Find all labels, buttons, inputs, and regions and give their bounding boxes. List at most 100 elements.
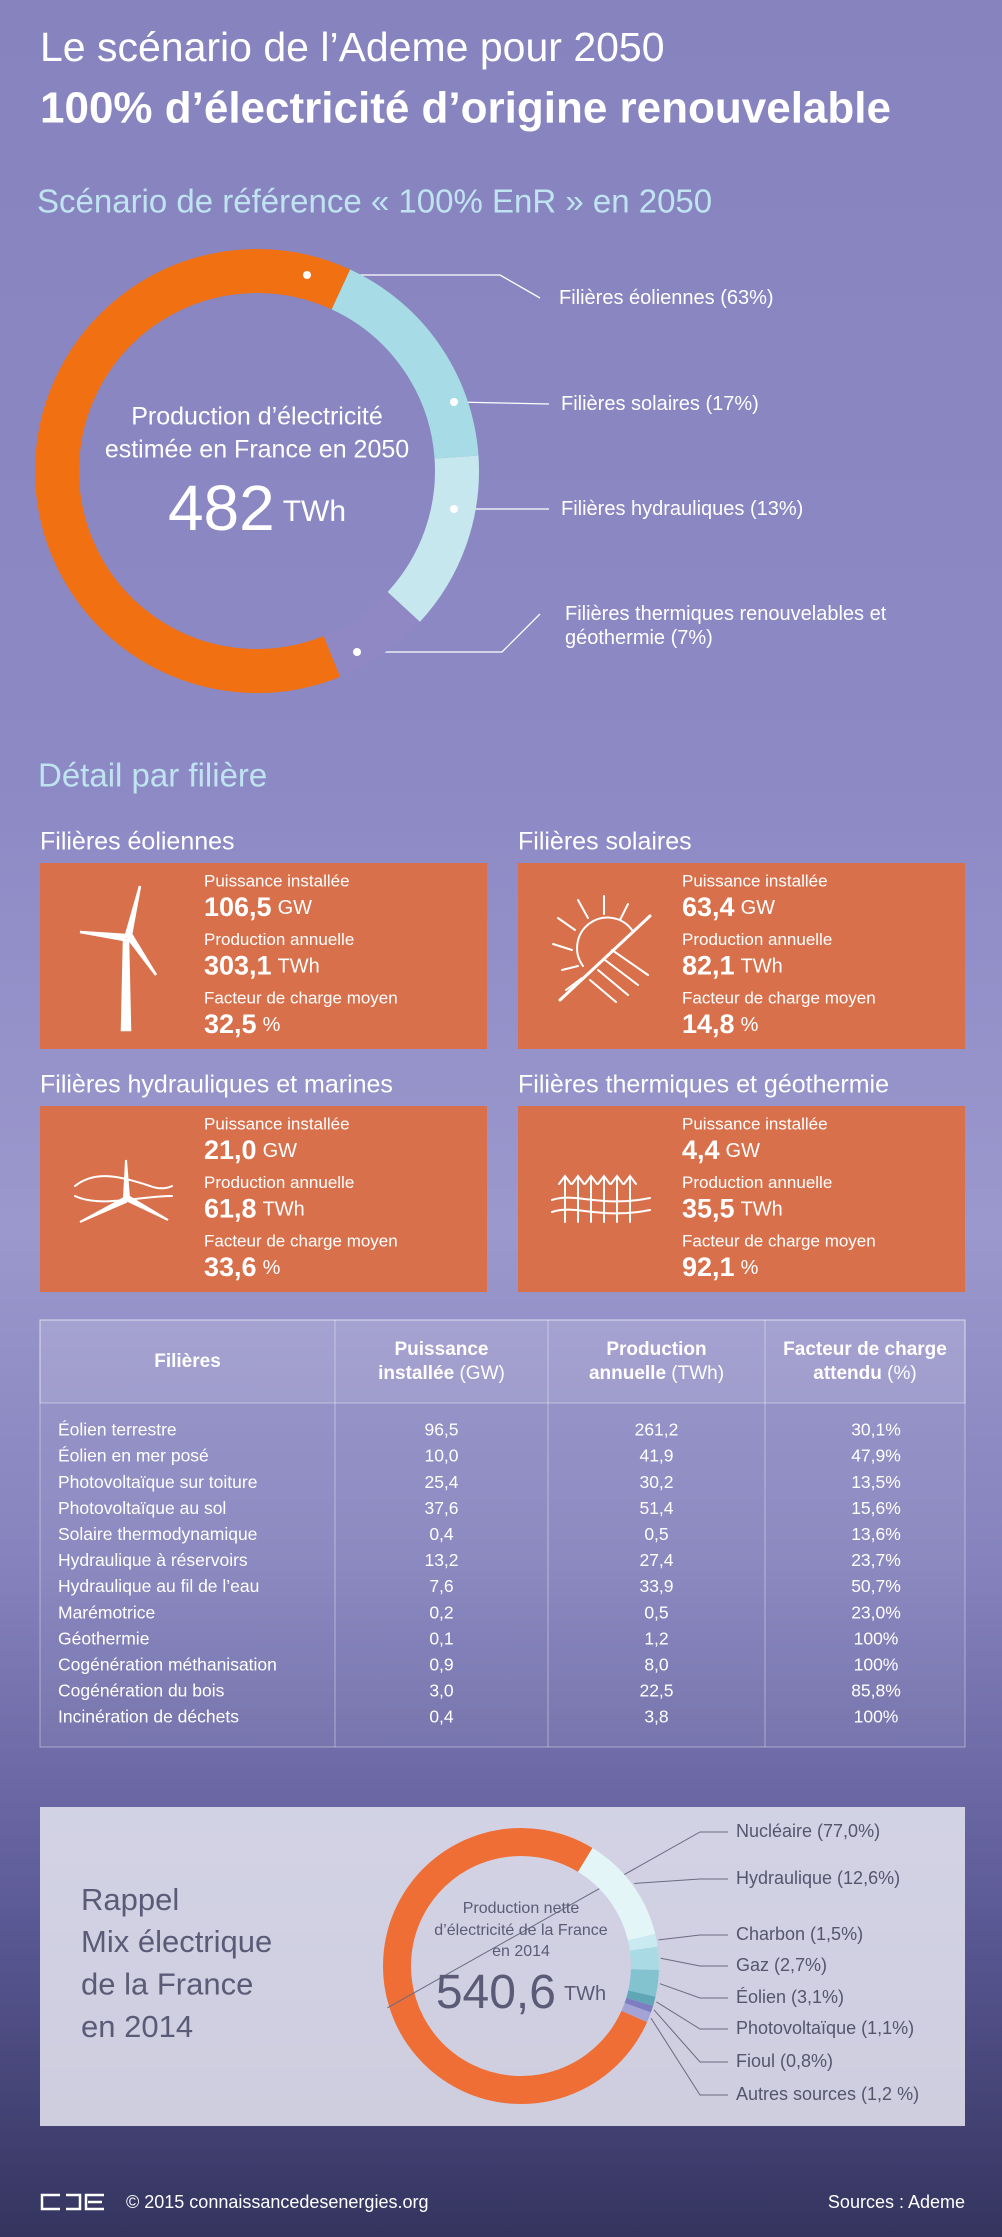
leader-line — [453, 401, 550, 405]
donut-segment — [577, 1847, 656, 1941]
donut-segment — [383, 1828, 648, 2104]
icon-part — [589, 949, 649, 1003]
table-cell: 0,9 — [429, 1655, 453, 1675]
leader-dot — [450, 398, 458, 406]
table-cell: Solaire thermodynamique — [58, 1524, 257, 1544]
table-cell: 1,2 — [644, 1628, 668, 1648]
icon-part — [558, 1174, 637, 1223]
value: 92,1 — [682, 1252, 735, 1282]
card-title: Filières solaires — [518, 828, 692, 856]
table-frame — [39, 1319, 966, 1748]
icon-wind — [79, 885, 158, 1032]
table-cell: 13,2 — [424, 1550, 458, 1570]
donut-segment — [621, 2002, 651, 2023]
icon-part — [74, 1175, 173, 1190]
table-cell: 30,1% — [851, 1420, 901, 1440]
table-cell: Hydraulique à réservoirs — [58, 1550, 248, 1570]
table-cell: 0,1 — [429, 1628, 453, 1648]
card-value: 82,1 TWh — [682, 951, 783, 981]
value: 303,1 — [204, 951, 272, 981]
icon-hydro — [74, 1159, 173, 1223]
icon-sun — [552, 895, 652, 1003]
table-header: Filières — [40, 1320, 335, 1403]
leader-line — [357, 613, 541, 653]
legend-label: Photovoltaïque (1,1%) — [736, 2018, 914, 2038]
table-cell: 0,5 — [644, 1602, 668, 1622]
card-value: 14,8% — [682, 1009, 759, 1039]
table-cell: Hydraulique au fil de l’eau — [58, 1576, 259, 1596]
donut-segment — [323, 591, 420, 677]
logo-part — [40, 2193, 104, 2211]
donut-segment — [627, 1933, 658, 1951]
leader-line — [387, 1831, 728, 2009]
table-cell: 27,4 — [639, 1550, 673, 1570]
table-cell: 3,8 — [644, 1707, 668, 1727]
table-cell: Incinération de déchets — [58, 1707, 239, 1727]
card — [40, 1106, 487, 1292]
table-col-lines — [334, 1320, 766, 1747]
unit: % — [263, 1014, 281, 1036]
donut-segment — [628, 1968, 659, 1997]
table-cell: 30,2 — [639, 1472, 673, 1492]
unit: % — [263, 1257, 281, 1279]
card-value: 35,5 TWh — [682, 1194, 783, 1224]
header-title: Production annuelle — [588, 1338, 707, 1384]
icon-part — [79, 885, 158, 976]
header-unit: (GW) — [459, 1362, 505, 1384]
table-cell: Photovoltaïque au sol — [58, 1498, 226, 1518]
table-cell: 37,6 — [424, 1498, 458, 1518]
table-cell: 23,7% — [851, 1550, 901, 1570]
table-cell: 25,4 — [424, 1472, 458, 1492]
card-label: Facteur de charge moyen — [204, 988, 398, 1007]
card-value: 303,1 TWh — [204, 951, 320, 981]
leader-dot — [450, 505, 458, 513]
leader-dot — [353, 648, 361, 656]
unit: % — [741, 1257, 759, 1279]
table-cell: 100% — [854, 1707, 899, 1727]
card-value: 4,4 GW — [682, 1135, 760, 1165]
card-label: Puissance installée — [682, 871, 828, 890]
header-text: Facteur de charge attendu (%) — [775, 1338, 955, 1386]
leader-dot — [303, 271, 311, 279]
legend-label: Autres sources (1,2 %) — [736, 2084, 919, 2104]
table-cell: Géothermie — [58, 1628, 149, 1648]
table-cell: 22,5 — [639, 1681, 673, 1701]
card-value: 32,5% — [204, 1009, 281, 1039]
table-header: Facteur de charge attendu (%) — [765, 1320, 965, 1403]
card-value: 61,8 TWh — [204, 1194, 305, 1224]
total-unit: TWh — [564, 1983, 606, 2005]
center-total: 540,6 TWh — [436, 1966, 606, 2019]
card-value: 92,1% — [682, 1252, 759, 1282]
leader-line — [634, 1878, 728, 1884]
donut-segment — [387, 455, 479, 622]
table-cell: 0,4 — [429, 1707, 454, 1727]
donut-segment — [35, 249, 351, 693]
card-label: Facteur de charge moyen — [682, 988, 876, 1007]
unit: TWh — [263, 1199, 305, 1221]
table-cell: Cogénération méthanisation — [58, 1655, 277, 1675]
card-label: Puissance installée — [204, 1114, 350, 1133]
leader-line — [656, 2001, 728, 2030]
unit: GW — [741, 897, 776, 919]
legend-label: Filières éoliennes (63%) — [559, 287, 774, 309]
header-text: Production annuelle (TWh) — [580, 1338, 733, 1386]
center-text: Production d’électricité — [131, 403, 383, 431]
section-title: Détail par filière — [38, 757, 267, 794]
card-value: 33,6% — [204, 1252, 281, 1282]
rappel-subtitle: de la France — [81, 1967, 253, 2002]
table-cell: 51,4 — [639, 1498, 673, 1518]
icon-part — [576, 916, 633, 967]
rappel-subtitle: Mix électrique — [81, 1924, 272, 1959]
unit: TWh — [741, 1199, 783, 1221]
table-cell: 15,6% — [851, 1498, 901, 1518]
card-label: Facteur de charge moyen — [682, 1231, 876, 1250]
legend-label: Filières thermiques renouvelables et géo… — [565, 603, 887, 649]
card — [518, 863, 965, 1049]
value: 35,5 — [682, 1194, 735, 1224]
icon-part — [79, 1159, 169, 1223]
card-title: Filières thermiques et géothermie — [518, 1071, 889, 1099]
table-cell: 13,5% — [851, 1472, 901, 1492]
rappel-box — [40, 1807, 965, 2126]
table-header-bg — [39, 1319, 966, 1404]
